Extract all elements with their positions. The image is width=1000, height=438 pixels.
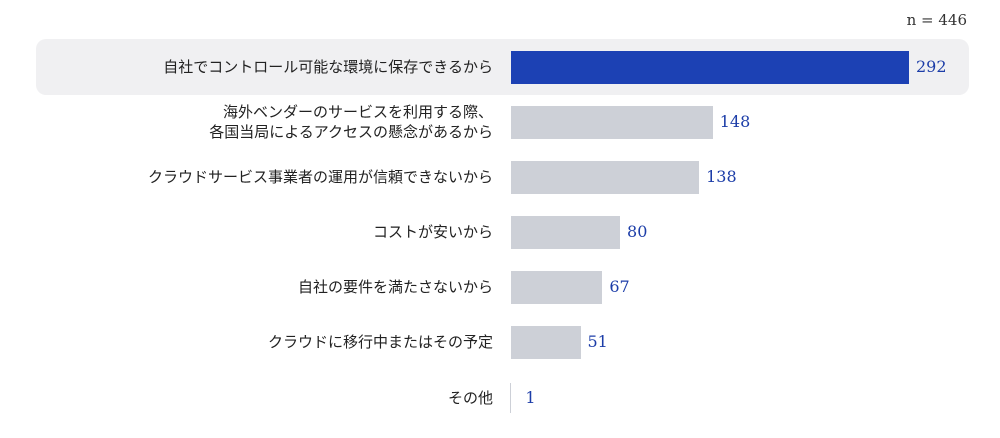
value-label: 51 — [587, 332, 608, 351]
category-label: 自社の要件を満たさないから — [297, 278, 493, 296]
value-label: 80 — [627, 222, 648, 241]
zero-baseline — [510, 383, 511, 413]
category-label: 海外ベンダーのサービスを利用する際、 各国当局によるアクセスの懸念があるから — [209, 103, 493, 141]
bar — [511, 161, 700, 194]
value-label: 138 — [706, 167, 737, 186]
category-label: 自社でコントロール可能な環境に保存できるから — [163, 58, 493, 76]
bar — [511, 271, 603, 304]
value-label: 67 — [609, 277, 630, 296]
category-label: クラウドサービス事業者の運用が信頼できないから — [147, 168, 493, 186]
category-label: コストが安いから — [372, 223, 493, 241]
category-label: クラウドに移行中またはその予定 — [267, 333, 493, 351]
value-label: 292 — [916, 57, 947, 76]
bar — [511, 216, 621, 249]
sample-size-label: n = 446 — [906, 11, 967, 29]
bar — [511, 326, 581, 359]
bar — [511, 51, 909, 84]
value-label: 148 — [719, 112, 751, 131]
value-label: 1 — [525, 388, 536, 407]
category-label: その他 — [447, 389, 493, 407]
bar — [511, 106, 713, 139]
